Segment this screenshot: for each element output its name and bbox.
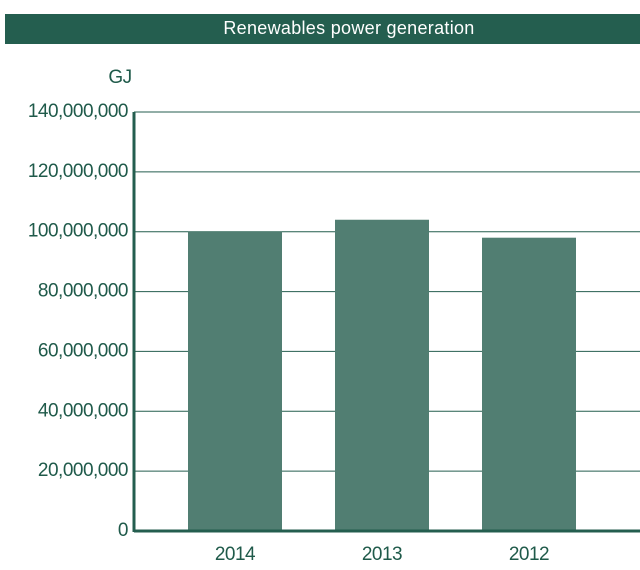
y-tick-label: 140,000,000 [28, 101, 128, 122]
x-tick-label: 2014 [215, 544, 256, 565]
y-tick-label: 40,000,000 [38, 400, 128, 421]
y-axis-label: GJ [108, 67, 131, 88]
x-tick-label: 2012 [509, 544, 549, 565]
y-tick-label: 100,000,000 [28, 221, 128, 242]
bar [188, 231, 282, 531]
bar [482, 237, 576, 531]
chart-title: Renewables power generation [223, 18, 474, 38]
y-tick-label: 80,000,000 [38, 281, 128, 302]
y-tick-label: 120,000,000 [28, 161, 128, 182]
title-bar [5, 14, 640, 44]
x-tick-label: 2013 [362, 544, 402, 565]
y-tick-label: 60,000,000 [38, 340, 128, 361]
y-tick-label: 20,000,000 [38, 460, 128, 481]
bar [335, 219, 429, 531]
y-tick-label: 0 [118, 520, 128, 541]
